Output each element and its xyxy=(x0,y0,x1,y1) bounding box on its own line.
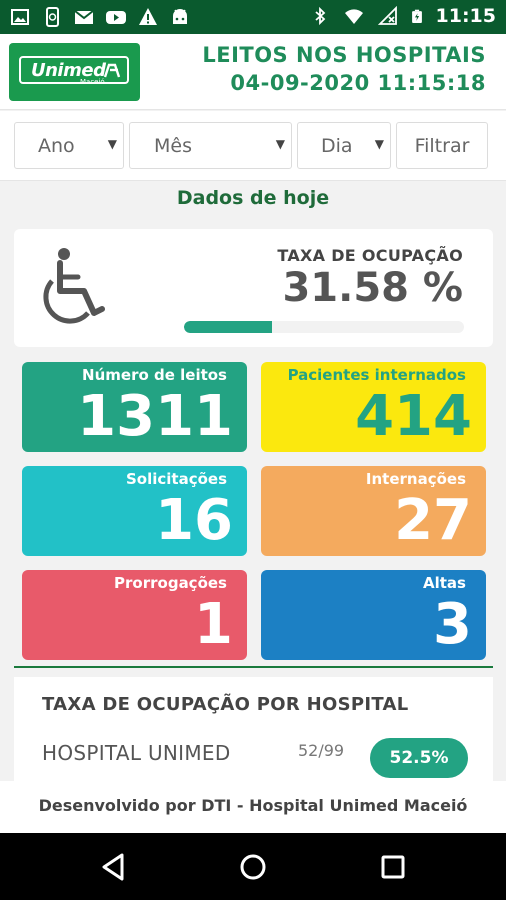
mail-icon xyxy=(74,10,94,24)
app-header: Unimed Maceió LEITOS NOS HOSPITAIS 04-09… xyxy=(0,34,506,110)
occupancy-card: TAXA DE OCUPAÇÃO 31.58 % xyxy=(14,229,493,347)
footer-credit: Desenvolvido por DTI - Hospital Unimed M… xyxy=(0,781,506,833)
hospital-occupancy-card: TAXA DE OCUPAÇÃO POR HOSPITAL HOSPITAL U… xyxy=(14,677,493,781)
occupancy-progress-bar xyxy=(184,321,464,333)
wifi-icon xyxy=(344,9,363,24)
tile-value: 1311 xyxy=(77,384,233,449)
status-time: 11:15 xyxy=(435,5,496,27)
tile-value: 16 xyxy=(155,488,233,553)
occupancy-value: 31.58 % xyxy=(282,265,463,311)
tile-label: Pacientes internados xyxy=(287,366,466,384)
hospital-section-title: TAXA DE OCUPAÇÃO POR HOSPITAL xyxy=(42,694,409,715)
tile-label: Solicitações xyxy=(125,470,227,488)
month-select-label: Mês xyxy=(154,135,192,157)
tile-value: 27 xyxy=(394,488,472,553)
chevron-down-icon: ▼ xyxy=(107,137,117,151)
page-datetime: 04-09-2020 11:15:18 xyxy=(230,71,486,95)
page-title: LEITOS NOS HOSPITAIS xyxy=(202,43,486,67)
chevron-down-icon: ▼ xyxy=(275,137,285,151)
tile-value: 3 xyxy=(433,592,472,657)
year-select[interactable]: Ano ▼ xyxy=(14,122,124,169)
section-title-today: Dados de hoje xyxy=(176,187,330,209)
month-select[interactable]: Mês ▼ xyxy=(129,122,292,169)
occupancy-progress-fill xyxy=(184,321,273,333)
image-icon xyxy=(11,9,29,25)
section-divider xyxy=(14,666,493,668)
hospital-rate-badge: 52.5% xyxy=(370,738,468,778)
main-content[interactable]: Dados de hoje TAXA DE OCUPAÇÃO 31.58 % N… xyxy=(0,181,506,781)
tile-requests[interactable]: Solicitações 16 xyxy=(22,466,247,556)
filter-button[interactable]: Filtrar xyxy=(396,122,488,169)
tile-value: 1 xyxy=(194,592,233,657)
hospital-bed-count: 52/99 xyxy=(298,741,345,760)
youtube-icon xyxy=(106,11,126,24)
tile-label: Altas xyxy=(423,574,466,592)
day-select[interactable]: Dia ▼ xyxy=(297,122,391,169)
home-icon[interactable] xyxy=(237,851,269,883)
tile-label: Internações xyxy=(365,470,466,488)
unimed-logo: Unimed Maceió xyxy=(9,43,140,101)
tile-discharges[interactable]: Altas 3 xyxy=(261,570,486,660)
filter-button-label: Filtrar xyxy=(414,135,470,157)
tile-inpatients[interactable]: Pacientes internados 414 xyxy=(261,362,486,452)
phone-sync-icon xyxy=(46,7,59,27)
tile-label: Prorrogações xyxy=(114,574,227,592)
recent-apps-icon[interactable] xyxy=(377,851,409,883)
back-icon[interactable] xyxy=(98,851,130,883)
android-nav-bar xyxy=(0,833,506,900)
android-icon xyxy=(173,9,187,24)
status-bar: 11:15 xyxy=(0,0,506,34)
tile-admissions[interactable]: Internações 27 xyxy=(261,466,486,556)
tile-value: 414 xyxy=(355,384,472,449)
warning-icon xyxy=(139,8,157,25)
chevron-down-icon: ▼ xyxy=(374,137,384,151)
occupancy-label: TAXA DE OCUPAÇÃO xyxy=(277,246,463,265)
filter-bar: Ano ▼ Mês ▼ Dia ▼ Filtrar xyxy=(0,111,506,181)
tile-label: Número de leitos xyxy=(82,366,227,384)
bluetooth-icon xyxy=(314,6,325,26)
wheelchair-icon xyxy=(43,248,105,324)
year-select-label: Ano xyxy=(38,135,75,157)
unimed-mark-icon xyxy=(103,63,121,78)
no-signal-icon xyxy=(377,6,397,25)
hospital-name: HOSPITAL UNIMED xyxy=(42,741,231,765)
tile-beds-count[interactable]: Número de leitos 1311 xyxy=(22,362,247,452)
battery-charging-icon xyxy=(411,9,422,23)
tile-extensions[interactable]: Prorrogações 1 xyxy=(22,570,247,660)
day-select-label: Dia xyxy=(321,135,353,157)
